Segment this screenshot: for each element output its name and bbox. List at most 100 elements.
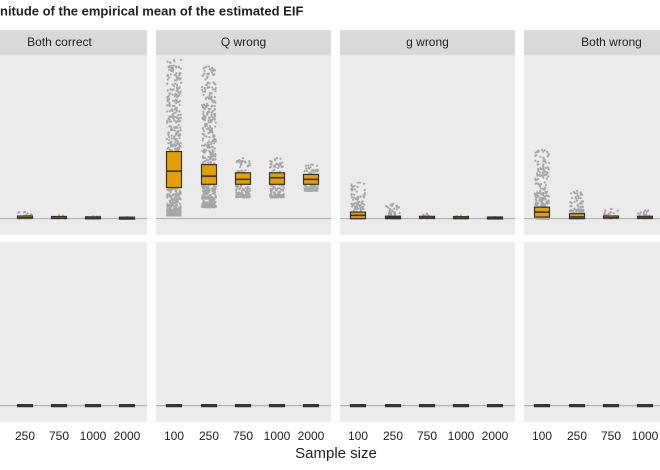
jitter-point bbox=[575, 192, 579, 195]
jitter-point bbox=[538, 199, 542, 202]
jitter-point bbox=[171, 194, 175, 197]
jitter-point bbox=[570, 192, 573, 195]
jitter-point bbox=[168, 110, 171, 113]
jitter-point bbox=[213, 147, 216, 150]
jitter-point bbox=[209, 200, 212, 203]
jitter-point bbox=[212, 101, 215, 104]
jitter-point bbox=[316, 164, 319, 167]
jitter-point bbox=[245, 193, 248, 196]
jitter-point bbox=[235, 188, 238, 191]
jitter-point bbox=[206, 193, 209, 196]
x-tick-label: 250 bbox=[199, 429, 219, 443]
jitter-point bbox=[205, 149, 208, 152]
jitter-point bbox=[168, 188, 171, 191]
jitter-point bbox=[642, 211, 646, 214]
jitter-point bbox=[240, 189, 243, 192]
jitter-point bbox=[169, 88, 172, 91]
jitter-point bbox=[204, 78, 207, 81]
jitter-point bbox=[542, 165, 545, 169]
x-tick-label: 1000 bbox=[448, 429, 475, 443]
jitter-point bbox=[202, 200, 205, 203]
jitter-point bbox=[311, 163, 314, 166]
jitter-point bbox=[270, 161, 273, 164]
jitter-point bbox=[241, 192, 244, 195]
jitter-point bbox=[303, 189, 306, 192]
jitter-point bbox=[356, 205, 359, 209]
jitter-point bbox=[269, 166, 272, 169]
jitter-point bbox=[170, 134, 173, 137]
jitter-point bbox=[533, 194, 537, 197]
jitter-point bbox=[248, 162, 251, 165]
jitter-point bbox=[547, 153, 550, 156]
jitter-point bbox=[175, 132, 179, 135]
jitter-point bbox=[212, 142, 216, 145]
jitter-point bbox=[169, 191, 172, 194]
jitter-point bbox=[280, 188, 283, 191]
jitter-point bbox=[388, 208, 392, 211]
jitter-point bbox=[212, 158, 215, 161]
jitter-point bbox=[202, 67, 205, 70]
jitter-point bbox=[213, 104, 216, 108]
jitter-point bbox=[277, 164, 280, 167]
jitter-point bbox=[579, 196, 582, 200]
jitter-point bbox=[203, 86, 206, 90]
jitter-point bbox=[203, 186, 206, 189]
jitter-point bbox=[175, 200, 178, 203]
jitter-point bbox=[170, 108, 174, 111]
jitter-point bbox=[355, 190, 358, 193]
jitter-point bbox=[168, 138, 171, 142]
jitter-point bbox=[179, 126, 182, 129]
jitter-point bbox=[540, 182, 543, 186]
point-max bbox=[241, 156, 245, 160]
jitter-point bbox=[177, 146, 180, 149]
jitter-point bbox=[170, 137, 173, 140]
jitter-point bbox=[207, 121, 210, 124]
strip bbox=[0, 30, 147, 55]
jitter-point bbox=[166, 204, 169, 208]
jitter-point bbox=[205, 124, 208, 128]
x-tick-label: 250 bbox=[383, 429, 403, 443]
jitter-point bbox=[207, 132, 210, 135]
jitter-point bbox=[210, 69, 213, 72]
jitter-point bbox=[208, 94, 211, 97]
jitter-point bbox=[166, 60, 169, 63]
jitter-point bbox=[166, 193, 169, 196]
jitter-point bbox=[179, 209, 182, 212]
jitter-point bbox=[210, 128, 214, 132]
jitter-point bbox=[206, 76, 209, 79]
jitter-point bbox=[305, 169, 308, 173]
jitter-point bbox=[175, 99, 178, 102]
point-max bbox=[356, 181, 360, 184]
jitter-point bbox=[174, 140, 177, 143]
jitter-point bbox=[362, 194, 365, 197]
jitter-point bbox=[206, 159, 209, 162]
jitter-point bbox=[202, 113, 205, 116]
jitter-point bbox=[582, 211, 585, 214]
point-min bbox=[207, 206, 211, 209]
jitter-point bbox=[202, 129, 206, 132]
jitter-point bbox=[358, 205, 362, 208]
box bbox=[165, 150, 183, 189]
jitter-point bbox=[359, 207, 362, 210]
jitter-point bbox=[172, 85, 176, 88]
jitter-point bbox=[179, 58, 183, 62]
jitter-point bbox=[212, 69, 215, 73]
jitter-point bbox=[171, 68, 175, 71]
jitter-point bbox=[174, 193, 177, 196]
jitter-point bbox=[211, 187, 214, 190]
jitter-point bbox=[569, 209, 572, 212]
jitter-point bbox=[202, 90, 205, 93]
jitter-point bbox=[173, 199, 176, 202]
jitter-point bbox=[578, 202, 581, 205]
jitter-point bbox=[166, 208, 169, 211]
jitter-point bbox=[209, 130, 212, 133]
jitter-point bbox=[580, 192, 583, 196]
jitter-point bbox=[201, 137, 205, 140]
jitter-point bbox=[536, 150, 539, 153]
jitter-point bbox=[575, 199, 579, 202]
jitter-point bbox=[312, 186, 315, 189]
point-max bbox=[459, 214, 463, 217]
jitter-point bbox=[214, 88, 217, 91]
jitter-point bbox=[304, 164, 307, 167]
jitter-point bbox=[167, 142, 170, 145]
